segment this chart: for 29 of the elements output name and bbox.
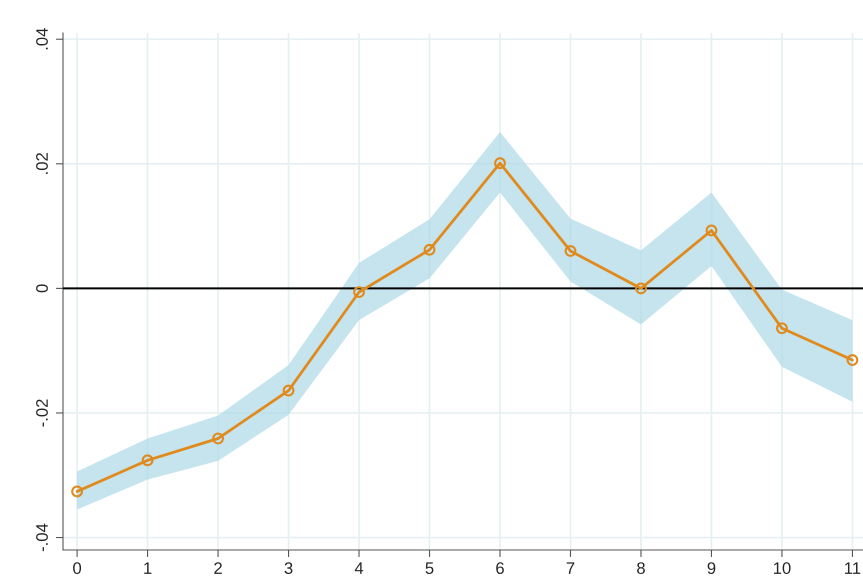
point (142, 454, 154, 466)
y-tick-label: -.02 (36, 399, 48, 427)
x-tick-label: 11 (845, 562, 860, 574)
y-tick-label: 0 (36, 284, 48, 292)
point (424, 244, 436, 256)
x-tick-label: 4 (354, 562, 364, 574)
y-tick-label: .02 (36, 153, 48, 174)
x-tick-label: 9 (708, 562, 716, 574)
x-tick-label: 8 (637, 562, 645, 574)
point (212, 432, 224, 444)
point (706, 224, 718, 236)
x-tick-label: 2 (214, 562, 222, 574)
point (635, 282, 647, 294)
x-tick-label: 7 (566, 562, 574, 574)
x-tick-label: 5 (426, 562, 434, 574)
y-tick-label: .04 (36, 28, 48, 50)
point (776, 322, 788, 334)
x-tick-label: 10 (774, 562, 791, 574)
x-tick-label: 0 (73, 562, 82, 574)
point (564, 245, 576, 257)
point (494, 157, 506, 170)
y-tick-label: -.04 (36, 524, 48, 552)
point (846, 354, 858, 366)
x-tick-label: 3 (284, 562, 292, 574)
point (282, 384, 294, 396)
point (71, 486, 84, 498)
x-tick-label: 6 (496, 562, 504, 574)
point (353, 286, 365, 298)
x-tick-label: 1 (144, 562, 152, 574)
